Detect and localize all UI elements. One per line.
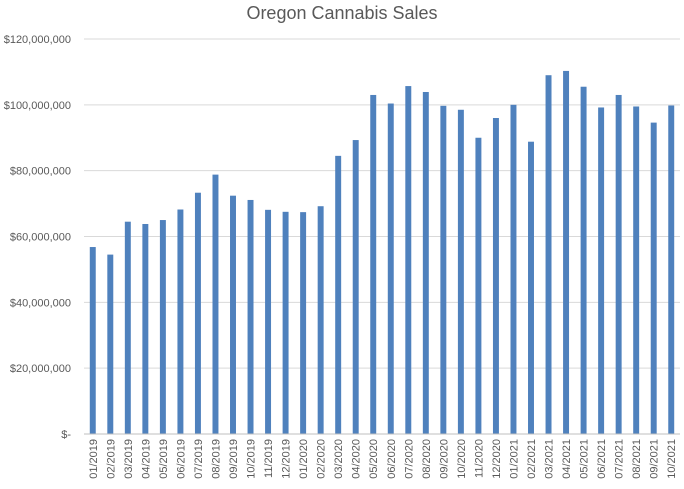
- bar: [650, 122, 657, 434]
- y-tick-label: $20,000,000: [10, 363, 71, 375]
- x-tick-label: 08/2020: [421, 439, 433, 479]
- x-tick-label: 11/2019: [263, 439, 275, 478]
- x-tick-label: 06/2021: [596, 439, 608, 479]
- x-tick-label: 02/2021: [526, 439, 538, 479]
- bar: [107, 254, 114, 434]
- bar: [668, 105, 675, 434]
- bar: [89, 247, 96, 434]
- bar: [194, 192, 201, 434]
- bar: [615, 94, 622, 434]
- y-tick-label: $80,000,000: [10, 166, 71, 178]
- bar: [580, 86, 587, 435]
- bar: [370, 94, 377, 434]
- bar: [230, 195, 236, 434]
- x-tick-label: 06/2020: [386, 439, 398, 479]
- x-tick-label: 10/2020: [456, 439, 468, 479]
- x-tick-label: 10/2021: [666, 439, 678, 479]
- x-tick-label: 01/2019: [88, 439, 100, 479]
- x-tick-label: 12/2020: [491, 439, 503, 479]
- bar: [387, 103, 394, 435]
- bar: [510, 104, 517, 434]
- bar: [212, 174, 219, 434]
- y-tick-label: $-: [61, 429, 71, 441]
- bars: [89, 70, 675, 435]
- y-tick-label: $120,000,000: [4, 34, 71, 46]
- x-tick-label: 01/2020: [298, 439, 310, 479]
- bar: [265, 209, 272, 434]
- x-tick-label: 04/2021: [561, 439, 573, 479]
- x-tick-label: 07/2020: [403, 439, 415, 479]
- bar: [247, 199, 254, 434]
- x-tick-label: 10/2019: [246, 439, 258, 479]
- x-tick-label: 08/2019: [210, 439, 222, 479]
- x-tick-label: 07/2021: [614, 439, 626, 479]
- x-tick-label: 09/2021: [649, 439, 661, 479]
- bar: [159, 220, 166, 434]
- bar: [422, 91, 429, 434]
- bar: [633, 106, 640, 435]
- x-tick-label: 12/2019: [281, 439, 293, 479]
- x-tick-label: 02/2020: [316, 439, 328, 479]
- bar: [335, 155, 342, 434]
- x-tick-label: 05/2019: [158, 439, 170, 479]
- y-tick-label: $60,000,000: [10, 232, 71, 244]
- bar: [528, 141, 534, 434]
- bar: [282, 211, 289, 434]
- bar: [457, 109, 464, 434]
- x-axis-ticks: 01/2019 02/2019 03/2019 04/2019 05/2019 06/20…: [88, 439, 678, 479]
- x-tick-label: 09/2019: [228, 439, 240, 479]
- x-tick-label: 06/2019: [175, 439, 187, 479]
- x-tick-label: 04/2020: [351, 439, 363, 479]
- x-tick-label: 01/2021: [508, 439, 520, 479]
- x-tick-label: 04/2019: [140, 439, 152, 479]
- bar: [352, 140, 359, 434]
- y-tick-label: $100,000,000: [4, 100, 71, 112]
- bar: [177, 209, 184, 434]
- bar: [492, 118, 499, 434]
- x-tick-label: 03/2021: [544, 439, 556, 479]
- y-tick-label: $40,000,000: [10, 297, 71, 309]
- gridlines: [84, 38, 680, 369]
- x-tick-label: 05/2021: [579, 439, 591, 479]
- x-tick-label: 09/2020: [438, 439, 450, 479]
- bar: [405, 86, 412, 434]
- x-tick-label: 05/2020: [368, 439, 380, 479]
- x-tick-label: 08/2021: [631, 439, 643, 479]
- x-tick-label: 02/2019: [105, 439, 117, 479]
- bar: [475, 137, 482, 434]
- bar: [142, 223, 149, 434]
- chart-title: Oregon Cannabis Sales: [246, 3, 437, 23]
- bar: [598, 107, 605, 434]
- bar: [124, 221, 131, 434]
- x-tick-label: 03/2020: [333, 439, 345, 479]
- bar: [440, 105, 447, 434]
- x-tick-label: 11/2020: [473, 439, 485, 478]
- bar: [317, 206, 324, 434]
- bar: [545, 75, 552, 434]
- x-tick-label: 07/2019: [193, 439, 205, 479]
- x-tick-label: 03/2019: [123, 439, 135, 479]
- bar: [563, 70, 570, 434]
- y-axis-ticks: $- $20,000,000 $40,000,000 $60,000,000 $80,0…: [4, 34, 72, 441]
- bar: [300, 212, 307, 434]
